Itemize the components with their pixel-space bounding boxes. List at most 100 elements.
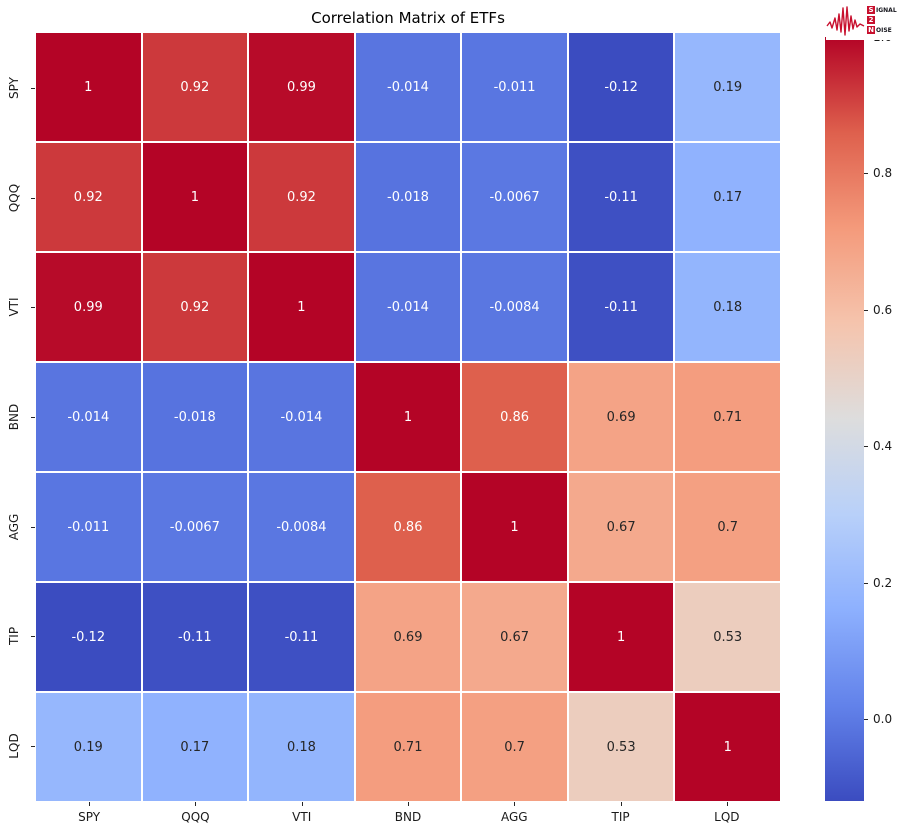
x-axis-label: QQQ — [181, 810, 210, 824]
heatmap-cell: -0.11 — [568, 253, 674, 361]
heatmap-cell: 0.19 — [36, 693, 141, 801]
heatmap-cell: 0.19 — [675, 33, 780, 141]
y-axis-tick — [31, 197, 35, 199]
heatmap-cell: 0.92 — [36, 143, 141, 251]
y-axis-label: SPY — [7, 76, 21, 99]
heatmap-cell: -0.11 — [142, 583, 248, 691]
heatmap-cell: -0.12 — [36, 583, 141, 691]
y-axis-label: QQQ — [7, 183, 21, 212]
heatmap-cell: 0.99 — [249, 33, 354, 141]
x-axis-tick — [620, 802, 622, 806]
y-axis-tick — [31, 636, 35, 638]
heatmap-cell: -0.014 — [355, 253, 461, 361]
heatmap-cell: 0.7 — [675, 473, 780, 581]
heatmap-cell: -0.014 — [355, 33, 461, 141]
colorbar-tick-label: 0.6 — [873, 302, 893, 317]
y-axis-label: BND — [7, 403, 21, 431]
x-axis-label: LQD — [714, 810, 740, 824]
colorbar-tick — [864, 582, 868, 584]
logo-letter-2: 2 — [867, 15, 875, 24]
logo-letter-s: S — [867, 5, 875, 14]
heatmap-cell: 0.53 — [568, 693, 674, 801]
x-axis-label: VTI — [292, 810, 312, 824]
chart-title: Correlation Matrix of ETFs — [311, 9, 505, 27]
heatmap-cell: 0.18 — [249, 693, 354, 801]
y-axis-label: TIP — [7, 627, 21, 646]
y-axis-label: AGG — [7, 513, 21, 541]
heatmap-cell: 0.7 — [462, 693, 567, 801]
x-axis-tick — [195, 802, 197, 806]
y-axis-tick — [31, 526, 35, 528]
x-axis-tick — [408, 802, 409, 806]
logo-row-noise: N OISE — [867, 25, 892, 34]
heatmap-cell: 0.92 — [142, 33, 248, 141]
x-axis-label: TIP — [611, 810, 630, 824]
y-axis-tick — [31, 307, 35, 309]
heatmap-cell: -0.011 — [462, 33, 567, 141]
correlation-heatmap: 1 0.92 0.99 -0.014 -0.011 -0.12 0.19 0.92 1 0.92-… — [36, 33, 780, 801]
heatmap-cell: 0.18 — [675, 253, 780, 361]
heatmap-cell: 1 — [142, 143, 248, 251]
heatmap-cell: -0.0084 — [249, 473, 354, 581]
heatmap-cell: -0.011 — [36, 473, 141, 581]
heatmap-cell: 0.69 — [355, 583, 461, 691]
heatmap-cell: -0.018 — [142, 363, 248, 471]
y-axis-label: VTI — [7, 297, 21, 317]
s2n-logo: S IGNAL 2 N OISE — [826, 0, 904, 40]
heatmap-cell: 0.99 — [36, 253, 141, 361]
heatmap-cell: 0.67 — [568, 473, 674, 581]
waveform-icon — [826, 6, 865, 36]
heatmap-cell: -0.0067 — [142, 473, 248, 581]
colorbar-tick-label: 0.0 — [873, 712, 893, 727]
heatmap-cell: 1 — [249, 253, 354, 361]
heatmap-cell: -0.018 — [355, 143, 461, 251]
logo-row-2: 2 — [867, 16, 897, 25]
heatmap-cell: -0.12 — [568, 33, 674, 141]
heatmap-cell: 0.92 — [142, 253, 248, 361]
logo-row-signal: S IGNAL — [867, 5, 897, 14]
y-axis-tick — [31, 417, 35, 418]
logo-letter-n: N — [867, 25, 875, 34]
heatmap-cell: -0.014 — [36, 363, 141, 471]
x-axis-label: AGG — [500, 810, 528, 824]
colorbar-tick-label: 0.2 — [873, 575, 893, 590]
heatmap-cell: 1 — [568, 583, 674, 691]
colorbar-gradient — [825, 37, 864, 801]
heatmap-cell: 1 — [462, 473, 567, 581]
heatmap-cell: 0.71 — [675, 363, 780, 471]
colorbar-tick-label: 0.8 — [873, 166, 893, 181]
heatmap-cell: 0.92 — [249, 143, 354, 251]
y-axis-tick — [31, 87, 35, 89]
y-axis-tick — [31, 746, 35, 748]
colorbar-tick-label: 0.4 — [873, 439, 893, 454]
y-axis-label: LQD — [7, 733, 21, 759]
heatmap-cell: 0.86 — [462, 363, 567, 471]
colorbar-tick — [864, 173, 868, 175]
heatmap-cell: 0.71 — [355, 693, 461, 801]
heatmap-cell: 0.69 — [568, 363, 674, 471]
heatmap-cell: 1 — [36, 33, 141, 141]
heatmap-cell: 0.86 — [355, 473, 461, 581]
logo-text: S IGNAL 2 N OISE — [867, 6, 897, 35]
colorbar-tick — [864, 309, 868, 311]
heatmap-cell: -0.11 — [249, 583, 354, 691]
x-axis-tick — [301, 802, 303, 806]
heatmap-cell: -0.0067 — [462, 143, 567, 251]
x-axis-tick — [726, 802, 728, 806]
x-axis-tick — [514, 802, 516, 806]
heatmap-cell: 1 — [355, 363, 461, 471]
colorbar-tick — [864, 719, 868, 721]
x-axis-tick — [89, 802, 91, 806]
x-axis-label: BND — [394, 810, 422, 824]
heatmap-cell: -0.0084 — [462, 253, 567, 361]
heatmap-cell: -0.014 — [249, 363, 354, 471]
heatmap-cell: 0.53 — [675, 583, 780, 691]
heatmap-cell: 0.17 — [675, 143, 780, 251]
heatmap-cell: -0.11 — [568, 143, 674, 251]
x-axis-label: SPY — [78, 810, 101, 824]
heatmap-cell: 1 — [675, 693, 780, 801]
colorbar-tick — [864, 446, 868, 448]
heatmap-cell: 0.67 — [462, 583, 567, 691]
heatmap-cell: 0.17 — [142, 693, 248, 801]
